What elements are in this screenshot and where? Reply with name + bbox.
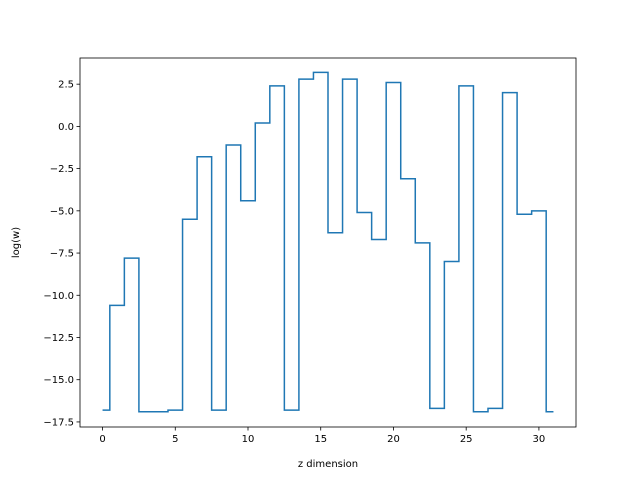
- x-tick-label: 5: [172, 434, 178, 445]
- y-tick-label: −2.5: [50, 164, 74, 175]
- x-tick-label: 0: [99, 434, 105, 445]
- series-line-0: [102, 71, 554, 413]
- x-axis-ticks: 0 5 10 15 20 25 30: [99, 427, 545, 445]
- y-tick-label: −7.5: [50, 249, 74, 260]
- series-layer: [102, 71, 554, 413]
- x-tick-label: 25: [460, 434, 473, 445]
- x-tick-label: 30: [533, 434, 546, 445]
- x-axis-label: z dimension: [298, 459, 358, 470]
- y-tick-label: −5.0: [50, 206, 74, 217]
- y-tick-label: −17.5: [43, 417, 74, 428]
- y-tick-label: 0.0: [58, 122, 74, 133]
- x-tick-label: 20: [387, 434, 400, 445]
- y-axis-ticks: −17.5 −15.0 −12.5 −10.0 −7.5 −5.0 −2.5 0.0 2.5: [43, 80, 80, 428]
- y-tick-label: −10.0: [43, 291, 74, 302]
- y-axis-label: log(w): [11, 227, 22, 258]
- y-tick-label: −15.0: [43, 375, 74, 386]
- axes-frame: [79, 57, 577, 428]
- x-tick-label: 15: [314, 434, 327, 445]
- y-tick-label: 2.5: [58, 80, 74, 91]
- y-tick-label: −12.5: [43, 333, 74, 344]
- x-tick-label: 10: [242, 434, 255, 445]
